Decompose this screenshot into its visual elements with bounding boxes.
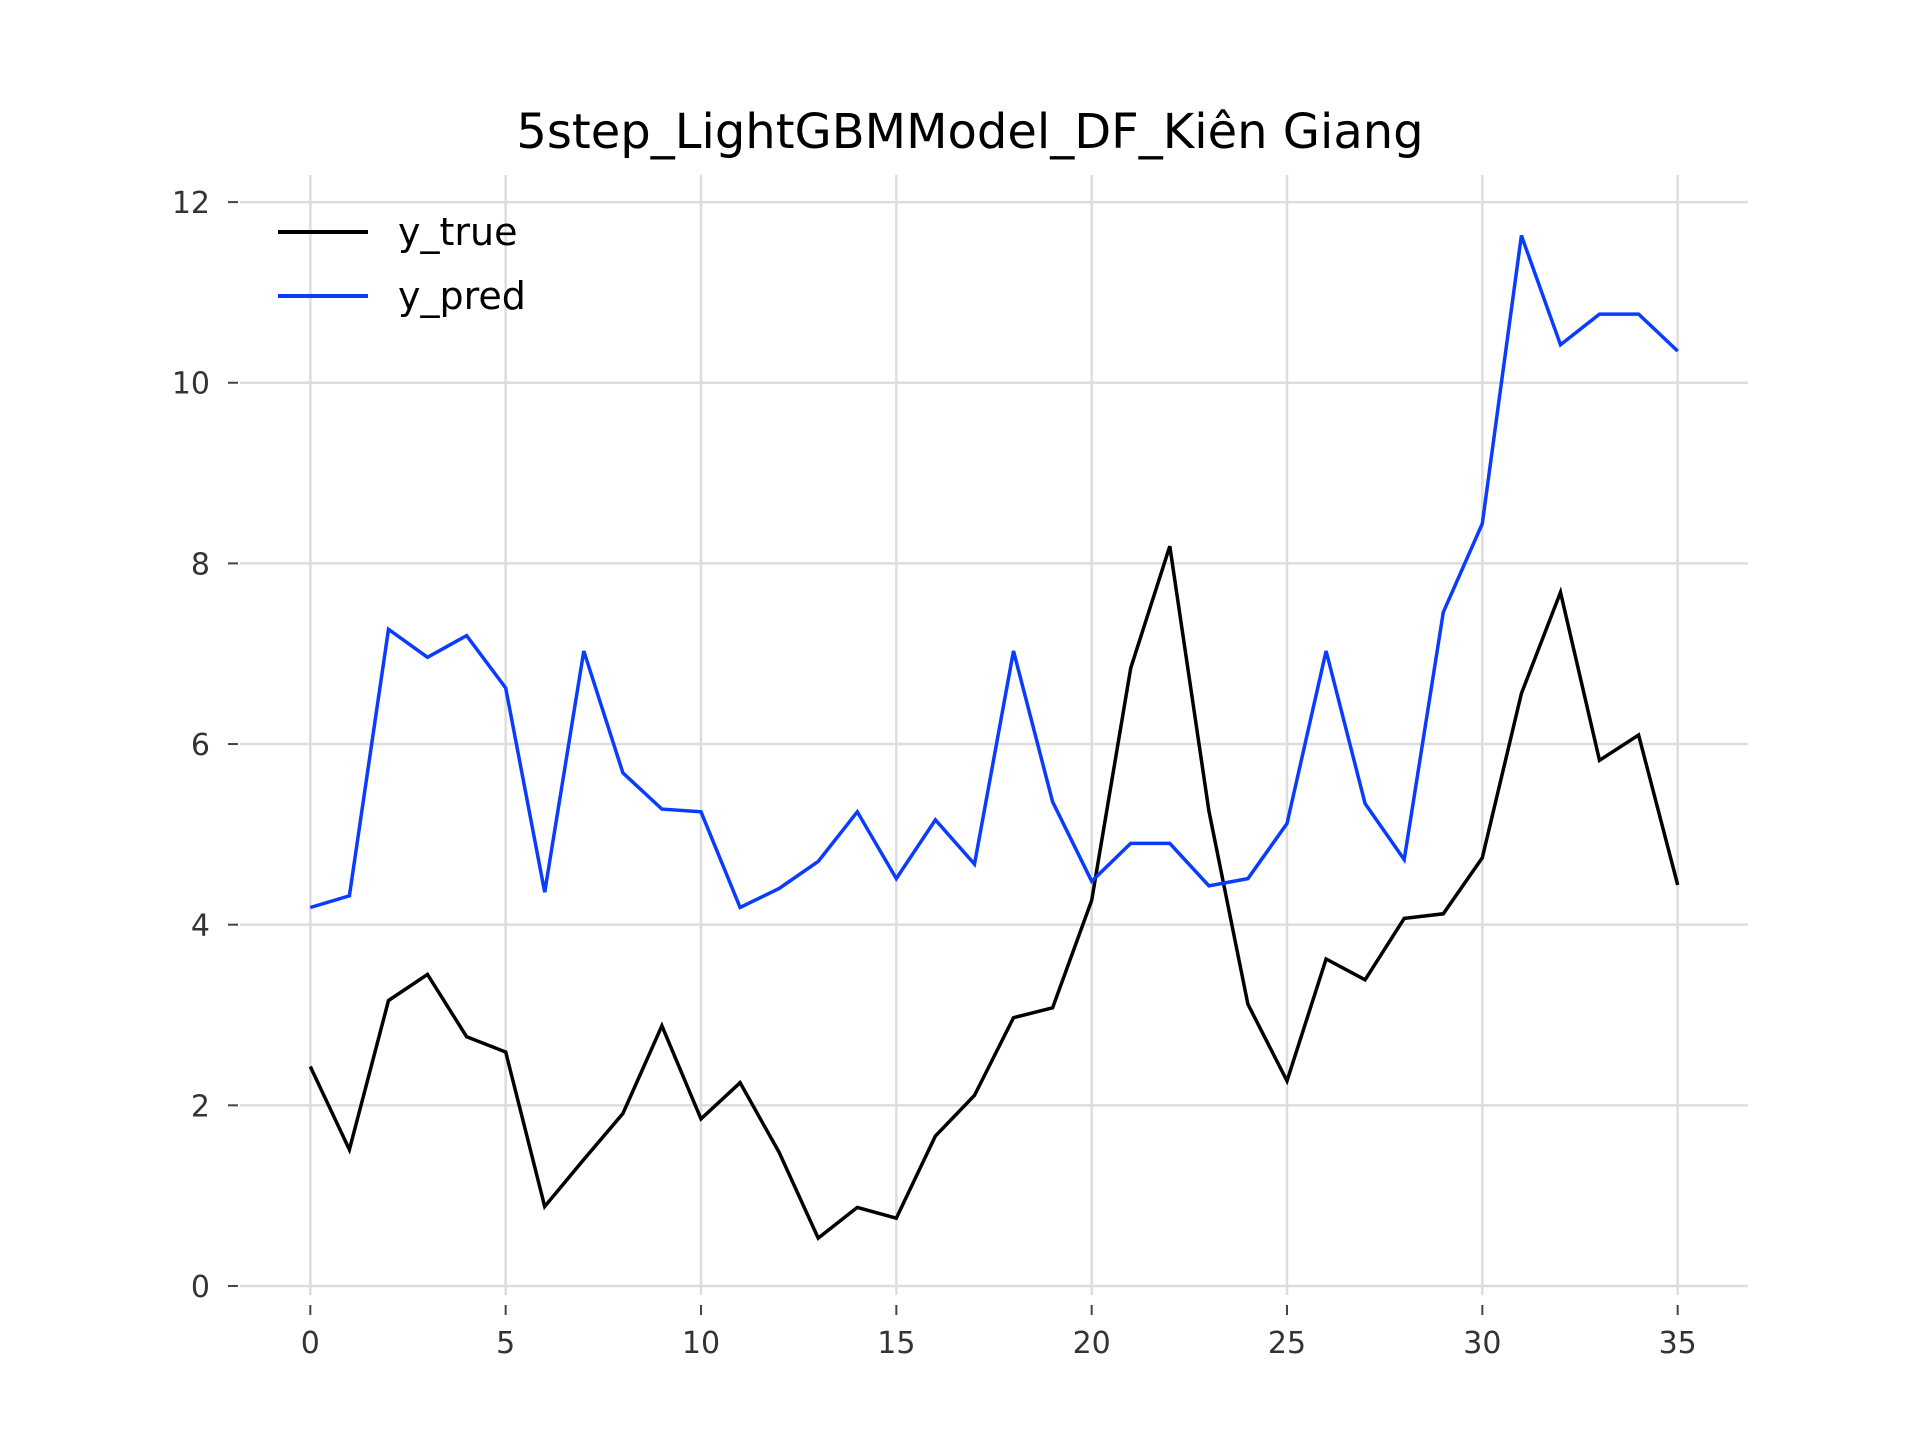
- y-tick-label: 10: [172, 367, 210, 402]
- legend: y_true y_pred: [278, 210, 526, 318]
- legend-label-y_true: y_true: [398, 210, 517, 254]
- y-tick-label: 4: [191, 909, 210, 944]
- chart-title: 5step_LightGBMModel_DF_Kiên Giang: [516, 104, 1423, 160]
- grid: [240, 175, 1748, 1295]
- x-tick-label: 20: [1073, 1326, 1111, 1361]
- y-tick-label: 2: [191, 1089, 210, 1124]
- series-line-y_true: [308, 545, 1680, 1241]
- y-tick-label: 0: [191, 1270, 210, 1305]
- series-line-y_pred: [309, 234, 1679, 910]
- y-tick-label: 8: [191, 547, 210, 582]
- x-tick-label: 25: [1268, 1326, 1306, 1361]
- series-lines: [308, 234, 1680, 1241]
- axes: 0 5 10 15 20 25 30 35 0 2 4 6 8 10 12: [172, 186, 1697, 1361]
- legend-label-y_pred: y_pred: [398, 274, 526, 318]
- x-tick-label: 10: [682, 1326, 720, 1361]
- x-tick-label: 30: [1463, 1326, 1501, 1361]
- y-tick-label: 6: [191, 728, 210, 763]
- x-tick-label: 15: [877, 1326, 915, 1361]
- x-tick-label: 5: [496, 1326, 515, 1361]
- x-tick-label: 35: [1659, 1326, 1697, 1361]
- x-tick-label: 0: [301, 1326, 320, 1361]
- y-tick-label: 12: [172, 186, 210, 221]
